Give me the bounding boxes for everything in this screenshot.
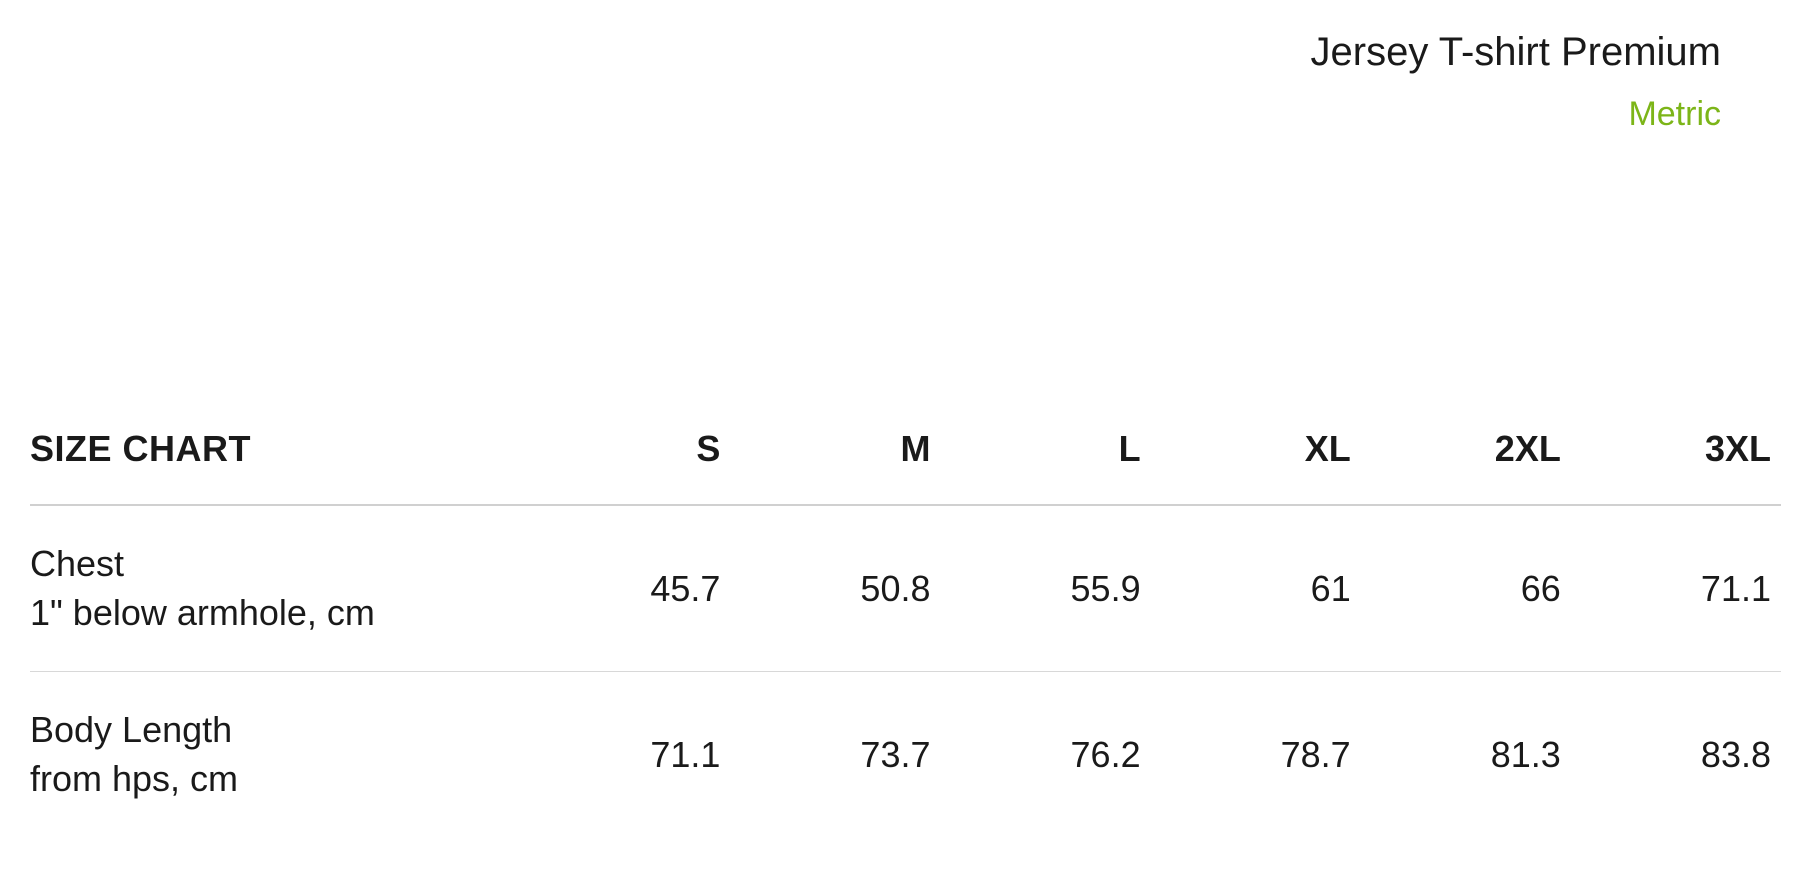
cell-value: 78.7	[1151, 672, 1361, 838]
table-row: Body Length from hps, cm 71.1 73.7 76.2 …	[30, 672, 1781, 838]
product-title: Jersey T-shirt Premium	[30, 30, 1721, 75]
cell-value: 61	[1151, 505, 1361, 672]
header: Jersey T-shirt Premium Metric	[30, 30, 1781, 134]
table-row: Chest 1" below armhole, cm 45.7 50.8 55.…	[30, 505, 1781, 672]
cell-value: 71.1	[520, 672, 730, 838]
measure-main: Chest	[30, 543, 124, 584]
cell-value: 71.1	[1571, 505, 1781, 672]
col-header: XL	[1151, 394, 1361, 505]
size-chart-table: SIZE CHART S M L XL 2XL 3XL Chest 1" bel…	[30, 394, 1781, 837]
cell-value: 73.7	[730, 672, 940, 838]
measure-sub: 1" below armhole, cm	[30, 589, 510, 638]
measure-main: Body Length	[30, 709, 232, 750]
cell-value: 81.3	[1361, 672, 1571, 838]
cell-value: 50.8	[730, 505, 940, 672]
cell-value: 83.8	[1571, 672, 1781, 838]
cell-value: 45.7	[520, 505, 730, 672]
col-header: M	[730, 394, 940, 505]
measure-label-cell: Chest 1" below armhole, cm	[30, 505, 520, 672]
col-header: L	[941, 394, 1151, 505]
col-header: S	[520, 394, 730, 505]
unit-toggle[interactable]: Metric	[30, 95, 1721, 134]
measure-label-cell: Body Length from hps, cm	[30, 672, 520, 838]
col-header: 3XL	[1571, 394, 1781, 505]
cell-value: 76.2	[941, 672, 1151, 838]
measure-sub: from hps, cm	[30, 755, 510, 804]
cell-value: 55.9	[941, 505, 1151, 672]
table-header-row: SIZE CHART S M L XL 2XL 3XL	[30, 394, 1781, 505]
cell-value: 66	[1361, 505, 1571, 672]
table-title: SIZE CHART	[30, 394, 520, 505]
col-header: 2XL	[1361, 394, 1571, 505]
